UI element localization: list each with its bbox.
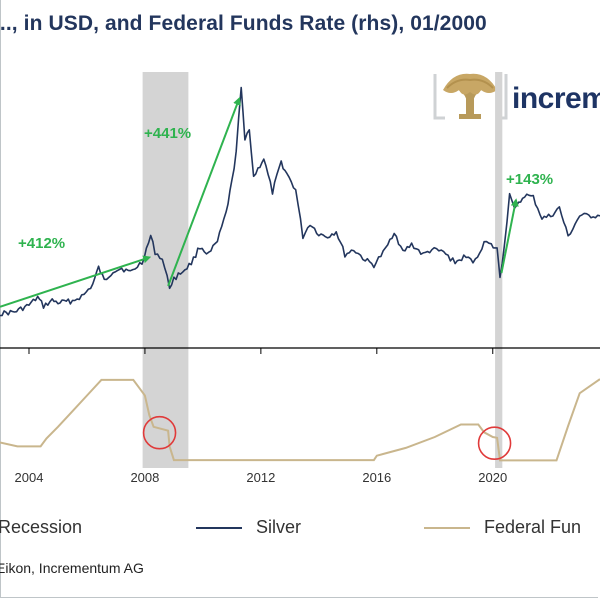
x-tick-label-2012: 2012	[246, 470, 275, 485]
annotation-arrow-0	[0, 255, 152, 308]
annotation-label-0: +412%	[18, 235, 65, 252]
chart-title: ..., in USD, and Federal Funds Rate (rhs…	[0, 12, 487, 35]
fed-funds-series-line	[0, 378, 600, 462]
source-note: Eikon, Incrementum AG	[0, 560, 144, 576]
logo-text: increm	[512, 82, 600, 115]
annotation-arrow-1	[167, 96, 241, 287]
legend-item-recession: Recession	[0, 517, 82, 538]
silver-series-line	[0, 86, 600, 317]
x-tick-label-2008: 2008	[130, 470, 159, 485]
x-tick-label-2020: 2020	[478, 470, 507, 485]
legend-label-fed-funds: Federal Fun	[484, 517, 582, 537]
legend-label-silver: Silver	[256, 517, 302, 537]
annotation-label-1: +441%	[144, 125, 191, 142]
annotation-arrow-2	[500, 198, 519, 274]
highlight-circle-1	[477, 426, 512, 461]
legend-swatch-fed-funds	[424, 526, 470, 529]
legend-swatch-silver	[196, 526, 242, 529]
x-tick-label-2016: 2016	[362, 470, 391, 485]
x-tick-label-2004: 2004	[15, 470, 44, 485]
chart-area: 2004 2008 2012 2016 2020 +412% +441% +143%	[0, 72, 600, 485]
annotation-label-2: +143%	[506, 171, 553, 188]
highlight-circle-0	[142, 415, 177, 450]
legend: Recession Silver Federal Fun	[0, 517, 600, 541]
legend-label-recession: Recession	[0, 517, 83, 537]
legend-item-silver: Silver	[196, 517, 301, 538]
legend-item-fed-funds: Federal Fun	[424, 517, 581, 538]
